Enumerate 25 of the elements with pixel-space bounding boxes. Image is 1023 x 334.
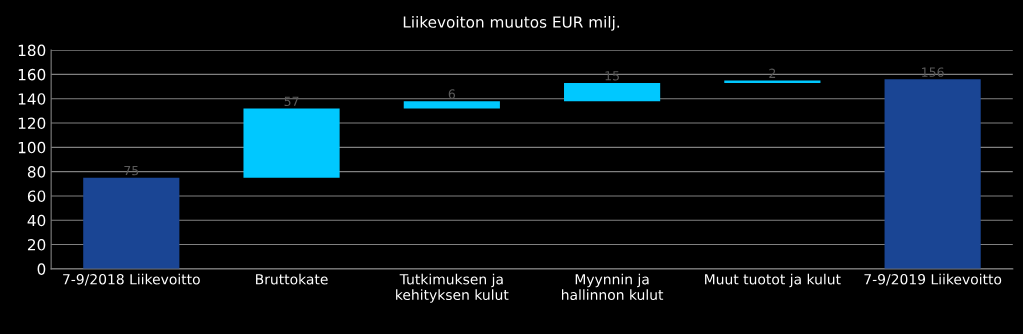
bar	[83, 177, 180, 269]
data-label: 57	[284, 96, 299, 107]
bar	[724, 80, 821, 83]
bar	[403, 101, 500, 109]
bar	[884, 79, 981, 269]
y-tick-label: 100	[18, 141, 46, 154]
x-tick-label: 7-9/2019 Liikevoitto	[864, 273, 1002, 286]
y-tick-label: 60	[27, 190, 46, 202]
y-tick-label: 120	[18, 117, 46, 130]
y-tick-label: 40	[27, 214, 46, 227]
x-tick-label: 7-9/2018 Liikevoitto	[63, 273, 200, 286]
chart-title: Liikevoiton muutos EUR milj.	[403, 15, 620, 31]
y-tick-label: 20	[27, 239, 46, 251]
data-label: 6	[448, 89, 456, 99]
y-tick-label: 0	[37, 263, 46, 275]
y-tick-label: 80	[27, 166, 46, 178]
x-tick-label: Bruttokate	[256, 273, 328, 285]
y-tick-label: 180	[18, 44, 46, 57]
bar	[243, 108, 340, 178]
x-tick-label: Muut tuotot ja kulut	[705, 273, 841, 288]
y-tick-label: 140	[18, 93, 46, 105]
y-tick-label: 160	[18, 68, 46, 81]
bar	[564, 82, 661, 102]
x-tick-label: Tutkimuksen ja kehityksen kulut	[396, 273, 509, 303]
x-tick-label: Myynnin ja hallinnon kulut	[561, 273, 664, 301]
